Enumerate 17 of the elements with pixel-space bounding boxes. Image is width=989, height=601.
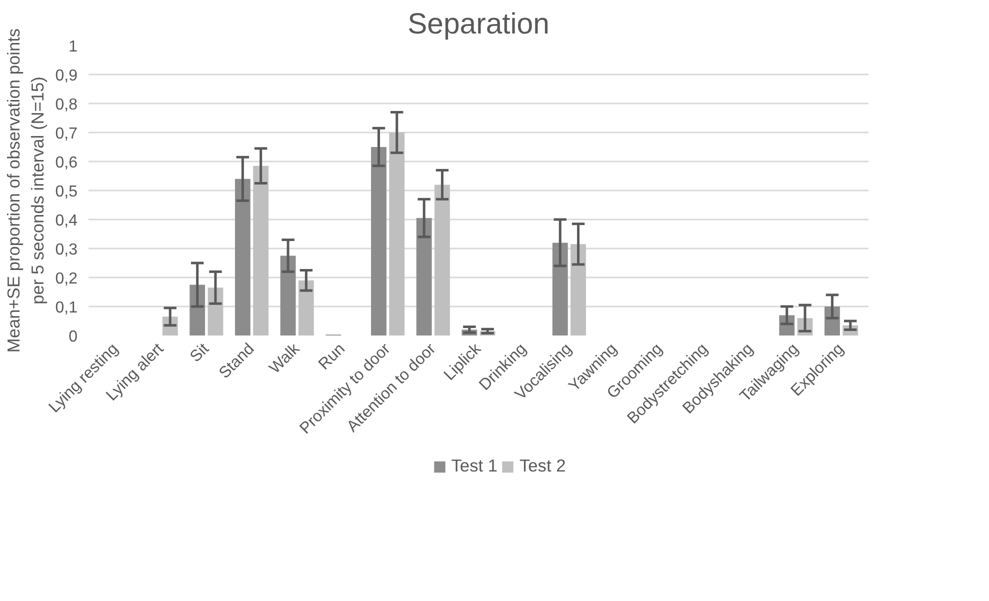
legend-label: Test 2: [520, 456, 566, 476]
y-tick-label: 0,5: [55, 184, 78, 200]
x-tick-label: Sit: [187, 340, 213, 366]
y-tick-label: 0,3: [55, 242, 78, 258]
y-tick-label: 0,9: [55, 68, 78, 84]
legend-label: Test 1: [451, 456, 498, 476]
chart-title: Separation: [408, 8, 550, 40]
x-tick-label: Run: [316, 340, 348, 374]
y-tick-label: 0: [68, 328, 78, 346]
y-tick-label: 0,6: [55, 154, 78, 172]
y-tick-label: 0,8: [55, 96, 78, 114]
y-tick-label: 0,7: [55, 126, 78, 142]
y-tick-label: 1: [68, 38, 78, 56]
y-tick-label: 0,4: [55, 212, 78, 230]
y-tick-label: 0,1: [55, 300, 78, 316]
y-axis-title: Mean+SE proportion of observation points per 5 seconds interval (N=15): [3, 28, 48, 353]
y-tick-label: 0,2: [55, 270, 78, 288]
